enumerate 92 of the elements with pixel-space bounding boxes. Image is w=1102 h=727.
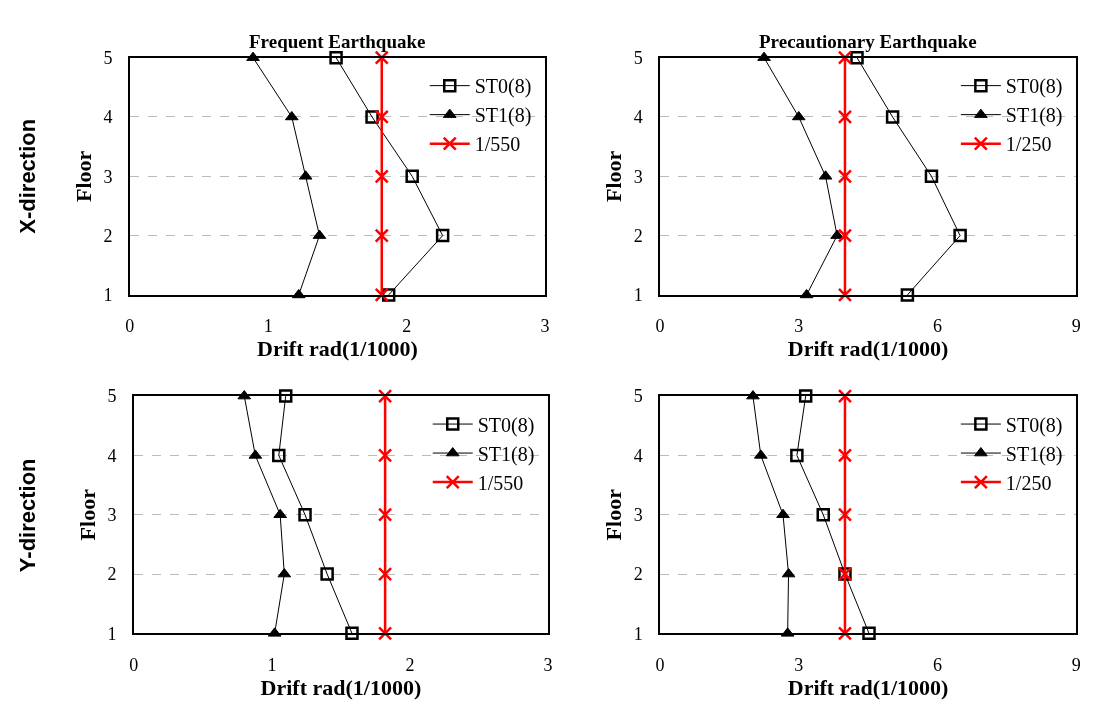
y-axis-title: Floor — [600, 488, 626, 541]
x-axis-title: Drift rad(1/1000) — [257, 336, 418, 362]
point — [816, 507, 830, 522]
text: Y-direction — [14, 458, 40, 573]
legend-label: ST1(8) — [477, 442, 535, 466]
y-tick-label: 5 — [103, 47, 113, 68]
legend-label: ST0(8) — [1005, 413, 1063, 437]
y-axis-title: Floor — [74, 488, 100, 541]
y-tick-label: 2 — [103, 225, 113, 246]
point — [862, 626, 876, 641]
x-tick-label: 9 — [1071, 316, 1081, 337]
point — [830, 229, 844, 239]
point — [405, 169, 419, 184]
point — [776, 508, 790, 518]
legend-label: ST0(8) — [1005, 75, 1063, 99]
x-axis-title: Drift rad(1/1000) — [260, 674, 422, 700]
point — [284, 110, 299, 121]
y-tick-label: 4 — [103, 107, 113, 128]
x-tick-label: 3 — [540, 316, 550, 337]
y-tick-label: 3 — [107, 505, 117, 526]
point — [790, 448, 804, 463]
x-tick-label: 0 — [655, 316, 665, 337]
point — [791, 110, 806, 121]
legend-label: 1/550 — [477, 471, 524, 494]
y-tick-label: 1 — [633, 285, 643, 306]
point — [377, 566, 393, 582]
legend-label: 1/250 — [1005, 471, 1052, 494]
legend-label: ST0(8) — [474, 75, 532, 99]
y-tick-label: 3 — [633, 505, 643, 526]
point — [374, 228, 389, 243]
y-tick-label: 4 — [633, 445, 643, 466]
y-tick-label: 1 — [103, 285, 113, 306]
point — [900, 288, 915, 302]
x-tick-label: 0 — [125, 316, 135, 337]
y-tick-label: 4 — [107, 445, 117, 466]
point — [377, 448, 393, 463]
x-tick-label: 0 — [655, 654, 665, 675]
legend-label: ST0(8) — [477, 413, 535, 437]
x-tick-label: 1 — [263, 316, 273, 337]
x-axis-title: Drift rad(1/1000) — [787, 336, 949, 362]
y-axis-title: Floor — [600, 150, 626, 202]
x-tick-label: 3 — [794, 654, 804, 675]
text: X-direction — [15, 118, 41, 234]
legend-label: ST1(8) — [1005, 442, 1063, 466]
point — [345, 626, 359, 641]
x-axis-title: Drift rad(1/1000) — [787, 674, 949, 700]
y-tick-label: 3 — [633, 166, 643, 187]
point — [374, 169, 389, 184]
x-tick-label: 6 — [932, 316, 942, 337]
x-tick-label: 2 — [402, 316, 412, 337]
point — [377, 507, 393, 522]
y-tick-label: 1 — [107, 623, 117, 644]
legend-label: ST1(8) — [1005, 104, 1063, 128]
y-tick-label: 2 — [107, 564, 117, 585]
point — [278, 389, 293, 403]
chart-title: Precautionary Earthquake — [759, 31, 977, 52]
legend-label: ST1(8) — [474, 104, 532, 128]
y-tick-label: 5 — [633, 386, 643, 407]
point — [837, 626, 853, 641]
x-tick-label: 3 — [543, 654, 553, 675]
y-tick-label: 5 — [633, 47, 643, 68]
x-tick-label: 0 — [129, 654, 139, 675]
y-tick-label: 3 — [103, 166, 113, 187]
y-tick-label: 1 — [633, 623, 643, 644]
y-tick-label: 2 — [633, 225, 643, 246]
point — [837, 169, 853, 184]
point — [798, 389, 813, 403]
point — [374, 109, 389, 125]
x-tick-label: 9 — [1071, 654, 1081, 675]
y-axis-title: Floor — [70, 150, 96, 202]
point — [272, 448, 286, 463]
y-tick-label: 5 — [107, 386, 117, 407]
x-tick-label: 3 — [794, 316, 804, 337]
point — [953, 228, 967, 243]
point — [837, 448, 853, 463]
x-tick-label: 1 — [267, 654, 277, 675]
point — [924, 169, 939, 184]
x-tick-label: 2 — [405, 654, 415, 675]
chart-title: Frequent Earthquake — [249, 31, 426, 52]
legend-label: 1/550 — [474, 133, 521, 156]
point — [377, 626, 393, 641]
point — [435, 228, 450, 243]
point — [320, 567, 334, 581]
y-tick-label: 4 — [633, 107, 643, 128]
legend-label: 1/250 — [1005, 133, 1052, 156]
point — [837, 228, 853, 243]
point — [298, 507, 312, 522]
y-tick-label: 2 — [633, 564, 643, 585]
point — [885, 110, 900, 124]
point — [837, 109, 853, 125]
point — [837, 507, 853, 522]
x-tick-label: 6 — [932, 654, 942, 675]
